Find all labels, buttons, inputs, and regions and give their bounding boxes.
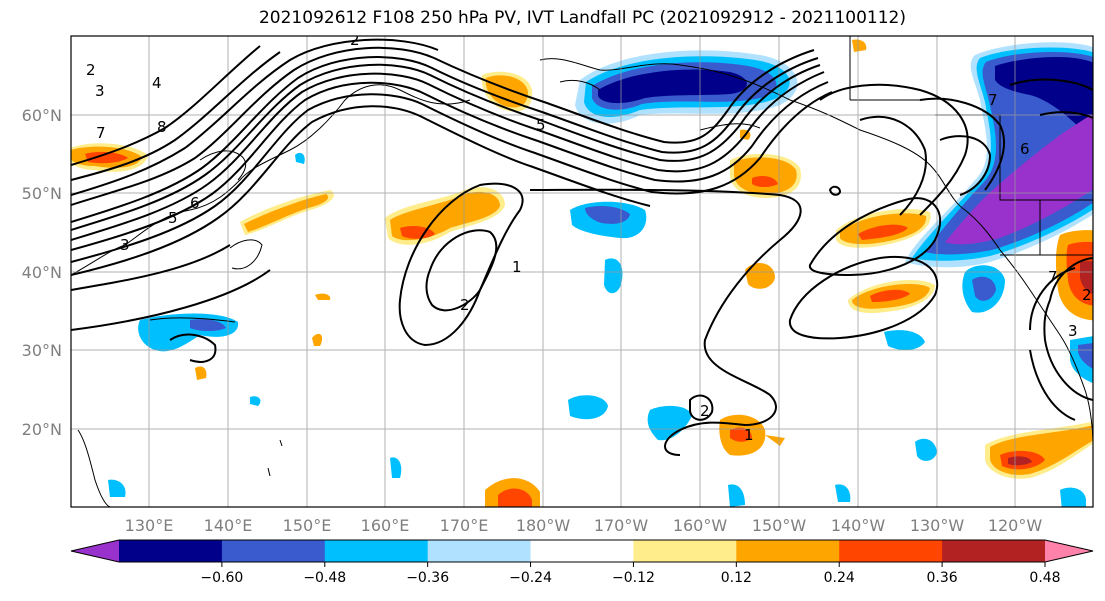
colorbar-tick-label: −0.36: [406, 570, 449, 586]
colorbar-segment: [119, 540, 223, 562]
map-layers: 2 3 4 7 8 5 6 3 2 1 2 7 6 5 1 2 7 3 2: [71, 31, 1093, 507]
ivt-contours: [71, 38, 1093, 456]
lat-tick-label: 40°N: [22, 263, 62, 282]
contour-label: 5: [536, 116, 546, 134]
lon-tick-label: 130°E: [125, 516, 174, 535]
longitude-axis: 130°E 140°E 150°E 160°E 170°E 180°W 170°…: [125, 516, 1043, 535]
contour-label: 2: [1082, 286, 1092, 304]
map-title: 2021092612 F108 250 hPa PV, IVT Landfall…: [258, 8, 906, 28]
colorbar-extend-low: [71, 540, 119, 562]
colorbar-segment: [633, 540, 737, 562]
colorbar-segment: [324, 540, 429, 562]
contour-label: 1: [744, 426, 754, 444]
contour-label: 8: [157, 118, 167, 136]
pv-anomaly-shading: [71, 39, 1093, 507]
anomaly-midpacific-negative: [570, 201, 647, 239]
lat-tick-label: 30°N: [22, 341, 62, 360]
lon-tick-label: 140°W: [831, 516, 886, 535]
colorbar-outline: [70, 539, 1094, 563]
lon-tick-label: 160°E: [361, 516, 410, 535]
colorbar-segment: [942, 540, 1046, 562]
lon-tick-label: 120°W: [988, 516, 1043, 535]
colorbar-segment: [221, 540, 326, 562]
colorbar-segment: [530, 540, 634, 562]
contour-label: 2: [86, 61, 96, 79]
contour-label: 3: [95, 82, 105, 100]
contour-label: 2: [460, 296, 470, 314]
anomaly-alaska-negative: [575, 50, 798, 124]
anomaly-small-negative: [604, 258, 623, 294]
colorbar-tick-label: 0.24: [824, 570, 855, 586]
lon-tick-label: 170°W: [594, 516, 649, 535]
colorbar-tick-label: −0.48: [303, 570, 346, 586]
colorbar-segment: [839, 540, 943, 562]
contour-label: 6: [190, 194, 200, 212]
colorbar-tick-label: −0.12: [612, 570, 655, 586]
latitude-axis: 60°N 50°N 40°N 30°N 20°N: [22, 106, 62, 439]
contour-label: 1: [512, 258, 522, 276]
lat-tick-label: 20°N: [22, 420, 62, 439]
contour-label: 3: [120, 236, 130, 254]
colorbar-segment: [736, 540, 840, 562]
contour-label: 4: [152, 74, 162, 92]
lon-tick-label: 130°W: [910, 516, 965, 535]
contour-label: 3: [1068, 322, 1078, 340]
colorbar: −0.60 −0.48 −0.36 −0.24 −0.12 0.12 0.24 0.36 0.4…: [70, 539, 1094, 586]
contour-label: 6: [1020, 140, 1030, 158]
contour-label: 7: [96, 124, 106, 142]
lat-tick-label: 50°N: [22, 184, 62, 203]
anomaly-small-negative: [568, 395, 608, 420]
colorbar-extend-high: [1045, 540, 1093, 562]
colorbar-tick-label: −0.24: [509, 570, 552, 586]
gridlines: [71, 36, 1093, 507]
lat-tick-label: 60°N: [22, 106, 62, 125]
contour-label: 2: [350, 31, 360, 49]
coastlines: [71, 36, 1093, 507]
colorbar-tick-label: −0.60: [200, 570, 243, 586]
colorbar-tick-label: 0.48: [1029, 570, 1060, 586]
contour-labels: 2 3 4 7 8 5 6 3 2 1 2 7 6 5 1 2 7 3 2: [86, 31, 1092, 444]
map-border: [70, 35, 1094, 508]
anomaly-positive-areas: [71, 39, 1093, 507]
lon-tick-label: 170°E: [440, 516, 489, 535]
colorbar-tick-label: 0.12: [721, 570, 752, 586]
lon-tick-label: 160°W: [673, 516, 728, 535]
lon-tick-label: 150°W: [752, 516, 807, 535]
contour-label: 7: [1048, 268, 1058, 286]
lon-tick-label: 180°W: [516, 516, 571, 535]
contour-label: 7: [988, 91, 998, 109]
colorbar-segment: [427, 540, 532, 562]
contour-label: 2: [700, 402, 710, 420]
lon-tick-label: 150°E: [283, 516, 332, 535]
lon-tick-label: 140°E: [204, 516, 253, 535]
contour-label: 5: [168, 209, 178, 227]
colorbar-tick-label: 0.36: [927, 570, 958, 586]
